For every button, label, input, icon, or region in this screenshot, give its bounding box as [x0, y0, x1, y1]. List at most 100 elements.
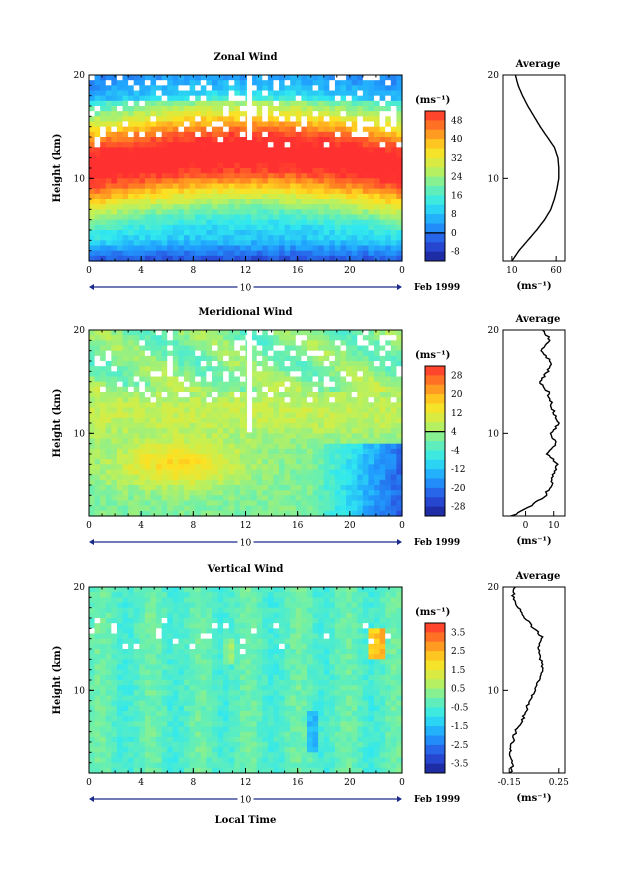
- heatmap-cell: [172, 438, 180, 445]
- heatmap-cell: [111, 726, 118, 733]
- heatmap-cell: [306, 423, 314, 429]
- heatmap-cell: [262, 505, 269, 512]
- heatmap-cell: [178, 433, 185, 440]
- heatmap-cell: [184, 214, 191, 221]
- heatmap-cell: [329, 443, 336, 450]
- heatmap-cell: [334, 464, 342, 471]
- heatmap-cell: [189, 633, 196, 640]
- heatmap-cell: [251, 230, 258, 236]
- heatmap-cell: [172, 474, 180, 481]
- heatmap-cell: [234, 75, 241, 81]
- heatmap-cell: [217, 464, 224, 471]
- heatmap-cell: [351, 235, 358, 241]
- heatmap-cell: [184, 126, 191, 133]
- heatmap-cell: [150, 235, 157, 241]
- heatmap-cell: [318, 168, 325, 174]
- heatmap-cell: [273, 204, 280, 210]
- heatmap-cell: [195, 443, 202, 450]
- heatmap-cell: [144, 412, 152, 419]
- heatmap-cell: [223, 106, 230, 112]
- heatmap-cell: [144, 188, 152, 195]
- heatmap-cell: [105, 188, 112, 195]
- profile-title: Average: [515, 59, 561, 70]
- heatmap-cell: [150, 726, 157, 733]
- heatmap-cell: [301, 85, 308, 92]
- heatmap-cell: [379, 371, 386, 378]
- heatmap-cell: [116, 386, 124, 393]
- heatmap-cell: [385, 137, 392, 143]
- heatmap-cell: [357, 245, 364, 252]
- heatmap-cell: [139, 700, 146, 707]
- heatmap-cell: [290, 106, 297, 112]
- heatmap-cell: [211, 178, 219, 185]
- heatmap-cell: [279, 330, 286, 336]
- heatmap-cell: [262, 381, 269, 388]
- heatmap-cell: [111, 597, 118, 604]
- heatmap-cell: [122, 592, 129, 598]
- heatmap-cell: [189, 680, 196, 686]
- heatmap-cell: [128, 505, 135, 512]
- heatmap-cell: [116, 438, 124, 445]
- heatmap-cell: [267, 371, 275, 378]
- heatmap-cell: [167, 95, 174, 102]
- heatmap-cell: [189, 664, 196, 671]
- heatmap-cell: [89, 219, 96, 226]
- heatmap-cell: [329, 219, 336, 226]
- heatmap-cell: [167, 623, 174, 629]
- heatmap-cell: [306, 116, 314, 123]
- heatmap-cell: [279, 433, 286, 440]
- heatmap-cell: [318, 510, 325, 517]
- heatmap-cell: [262, 255, 269, 262]
- heatmap-cell: [189, 376, 196, 383]
- heatmap-cell: [89, 659, 96, 666]
- heatmap-cell: [94, 721, 101, 728]
- heatmap-cell: [144, 469, 152, 476]
- heatmap-cell: [245, 443, 252, 450]
- heatmap-cell: [267, 255, 275, 262]
- heatmap-cell: [122, 459, 129, 465]
- heatmap-cell: [239, 224, 247, 231]
- heatmap-cell: [156, 716, 163, 722]
- heatmap-cell: [178, 680, 185, 686]
- heatmap-cell: [206, 204, 213, 210]
- heatmap-cell: [234, 428, 241, 434]
- heatmap-cell: [306, 162, 314, 169]
- heatmap-cell: [346, 448, 353, 455]
- heatmap-cell: [172, 209, 180, 216]
- heatmap-cell: [390, 454, 398, 460]
- heatmap-cell: [239, 214, 247, 221]
- heatmap-cell: [351, 376, 358, 383]
- heatmap-cell: [323, 230, 330, 236]
- heatmap-cell: [195, 245, 202, 252]
- heatmap-cell: [184, 386, 191, 393]
- heatmap-cell: [267, 443, 275, 450]
- heatmap-cell: [94, 106, 101, 112]
- heatmap-cell: [262, 485, 269, 491]
- heatmap-cell: [251, 428, 258, 434]
- heatmap-cell: [111, 762, 118, 769]
- heatmap-cell: [128, 209, 135, 216]
- heatmap-cell: [262, 137, 269, 143]
- heatmap-cell: [144, 711, 152, 717]
- heatmap-cell: [385, 381, 392, 388]
- heatmap-cell: [184, 438, 191, 445]
- heatmap-cell: [396, 100, 403, 107]
- heatmap-cell: [167, 716, 174, 722]
- heatmap-cell: [89, 199, 96, 205]
- heatmap-cell: [200, 417, 207, 424]
- heatmap-cell: [334, 428, 342, 434]
- heatmap-cell: [105, 152, 112, 159]
- heatmap-cell: [251, 376, 258, 383]
- heatmap-cell: [184, 199, 191, 205]
- heatmap-cell: [122, 250, 129, 257]
- heatmap-cell: [128, 75, 135, 81]
- heatmap-cell: [385, 193, 392, 200]
- heatmap-cell: [340, 371, 347, 378]
- heatmap-cell: [144, 366, 152, 372]
- heatmap-cell: [128, 392, 135, 398]
- heatmap-cell: [100, 747, 107, 753]
- heatmap-cell: [284, 464, 291, 471]
- heatmap-cell: [94, 386, 101, 393]
- heatmap-cell: [239, 188, 247, 195]
- heatmap-cell: [128, 255, 135, 262]
